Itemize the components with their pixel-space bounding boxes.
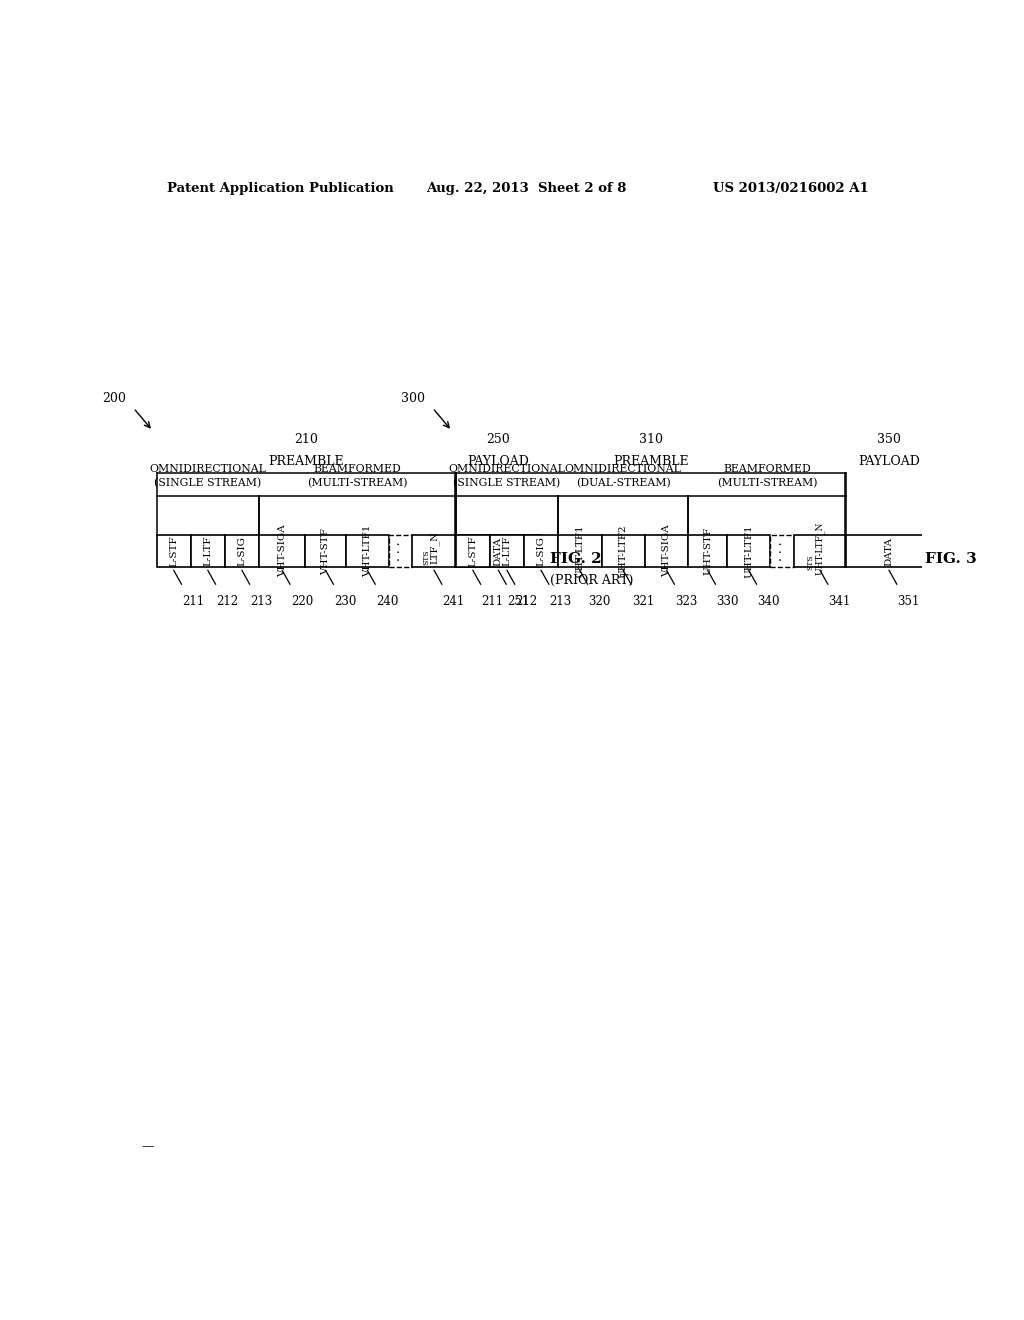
- Text: 351: 351: [898, 595, 920, 609]
- Text: 212: 212: [216, 595, 239, 609]
- Text: (SINGLE STREAM): (SINGLE STREAM): [454, 478, 560, 488]
- Text: UHT-LTF1: UHT-LTF1: [575, 524, 585, 578]
- Text: (MULTI-STREAM): (MULTI-STREAM): [307, 478, 408, 488]
- Text: 330: 330: [716, 595, 738, 609]
- Text: 320: 320: [589, 595, 610, 609]
- Text: (DUAL-STREAM): (DUAL-STREAM): [575, 478, 671, 488]
- Text: UHT-LTF2: UHT-LTF2: [618, 524, 628, 578]
- Bar: [688, 535, 727, 568]
- Text: L-LTF: L-LTF: [503, 536, 511, 566]
- Text: · · ·: · · ·: [775, 541, 788, 561]
- Text: UHT-LTF1: UHT-LTF1: [744, 524, 754, 578]
- Bar: [225, 535, 259, 568]
- Bar: [524, 535, 558, 568]
- Bar: [601, 535, 645, 568]
- Text: PREAMBLE: PREAMBLE: [613, 455, 689, 469]
- Text: 321: 321: [632, 595, 654, 609]
- Text: (SINGLE STREAM): (SINGLE STREAM): [155, 478, 261, 488]
- Bar: [794, 535, 847, 568]
- Text: 241: 241: [442, 595, 465, 609]
- Bar: [456, 535, 541, 568]
- Bar: [489, 535, 524, 568]
- Bar: [847, 535, 932, 568]
- Text: 210: 210: [294, 433, 318, 446]
- Text: DATA: DATA: [494, 537, 503, 565]
- Text: PREAMBLE: PREAMBLE: [268, 455, 344, 469]
- Bar: [305, 535, 346, 568]
- Text: BEAMFORMED: BEAMFORMED: [724, 465, 811, 474]
- Text: VHT-SIGA: VHT-SIGA: [278, 525, 287, 577]
- Text: LTF_N: LTF_N: [429, 532, 439, 565]
- Text: US 2013/0216002 A1: US 2013/0216002 A1: [713, 182, 869, 194]
- Text: PAYLOAD: PAYLOAD: [468, 455, 529, 469]
- Text: OMNIDIRECTIONAL: OMNIDIRECTIONAL: [150, 465, 266, 474]
- Text: · · ·: · · ·: [394, 541, 408, 561]
- Bar: [346, 535, 389, 568]
- Text: 310: 310: [639, 433, 664, 446]
- Bar: [157, 535, 190, 568]
- Text: 213: 213: [550, 595, 571, 609]
- Text: L-STF: L-STF: [468, 536, 477, 566]
- Text: 341: 341: [828, 595, 851, 609]
- Text: OMNIDIRECTIONAL: OMNIDIRECTIONAL: [565, 465, 682, 474]
- Text: —: —: [142, 1140, 155, 1154]
- Text: L-STF: L-STF: [169, 536, 178, 566]
- Text: 250: 250: [486, 433, 510, 446]
- Bar: [558, 535, 601, 568]
- Text: 350: 350: [878, 433, 901, 446]
- Text: PAYLOAD: PAYLOAD: [858, 455, 920, 469]
- Text: (MULTI-STREAM): (MULTI-STREAM): [717, 478, 817, 488]
- Text: 251: 251: [507, 595, 529, 609]
- Text: 220: 220: [291, 595, 313, 609]
- Text: L-SIG: L-SIG: [238, 536, 247, 566]
- Text: VHT-STF: VHT-STF: [322, 528, 330, 574]
- Text: 211: 211: [182, 595, 205, 609]
- Text: 340: 340: [758, 595, 780, 609]
- Text: UHT-LTF_N: UHT-LTF_N: [815, 521, 825, 574]
- Text: DATA: DATA: [885, 537, 894, 565]
- Bar: [259, 535, 305, 568]
- Text: Patent Application Publication: Patent Application Publication: [167, 182, 393, 194]
- Text: 230: 230: [334, 595, 356, 609]
- Bar: [389, 535, 413, 568]
- Bar: [770, 535, 794, 568]
- Bar: [727, 535, 770, 568]
- Bar: [190, 535, 225, 568]
- Text: 240: 240: [376, 595, 398, 609]
- Bar: [456, 535, 489, 568]
- Text: OMNIDIRECTIONAL: OMNIDIRECTIONAL: [449, 465, 565, 474]
- Text: L-LTF: L-LTF: [204, 536, 212, 566]
- Text: (PRIOR ART): (PRIOR ART): [550, 574, 634, 587]
- Text: VHT-LTF1: VHT-LTF1: [362, 525, 372, 577]
- Text: L-SIG: L-SIG: [537, 536, 546, 566]
- Text: UHT-STF: UHT-STF: [703, 527, 713, 576]
- Bar: [645, 535, 688, 568]
- Text: 212: 212: [515, 595, 538, 609]
- Text: 300: 300: [400, 392, 425, 405]
- Text: VHT-SIGA: VHT-SIGA: [663, 525, 671, 577]
- Text: 211: 211: [481, 595, 504, 609]
- Text: BEAMFORMED: BEAMFORMED: [313, 465, 401, 474]
- Text: Aug. 22, 2013  Sheet 2 of 8: Aug. 22, 2013 Sheet 2 of 8: [426, 182, 627, 194]
- Text: STS: STS: [422, 549, 430, 565]
- Text: 323: 323: [675, 595, 697, 609]
- Text: 213: 213: [251, 595, 272, 609]
- Bar: [413, 535, 456, 568]
- Text: STS: STS: [807, 554, 815, 570]
- Text: 200: 200: [101, 392, 126, 405]
- Text: FIG. 2: FIG. 2: [550, 552, 602, 566]
- Text: FIG. 3: FIG. 3: [926, 552, 977, 566]
